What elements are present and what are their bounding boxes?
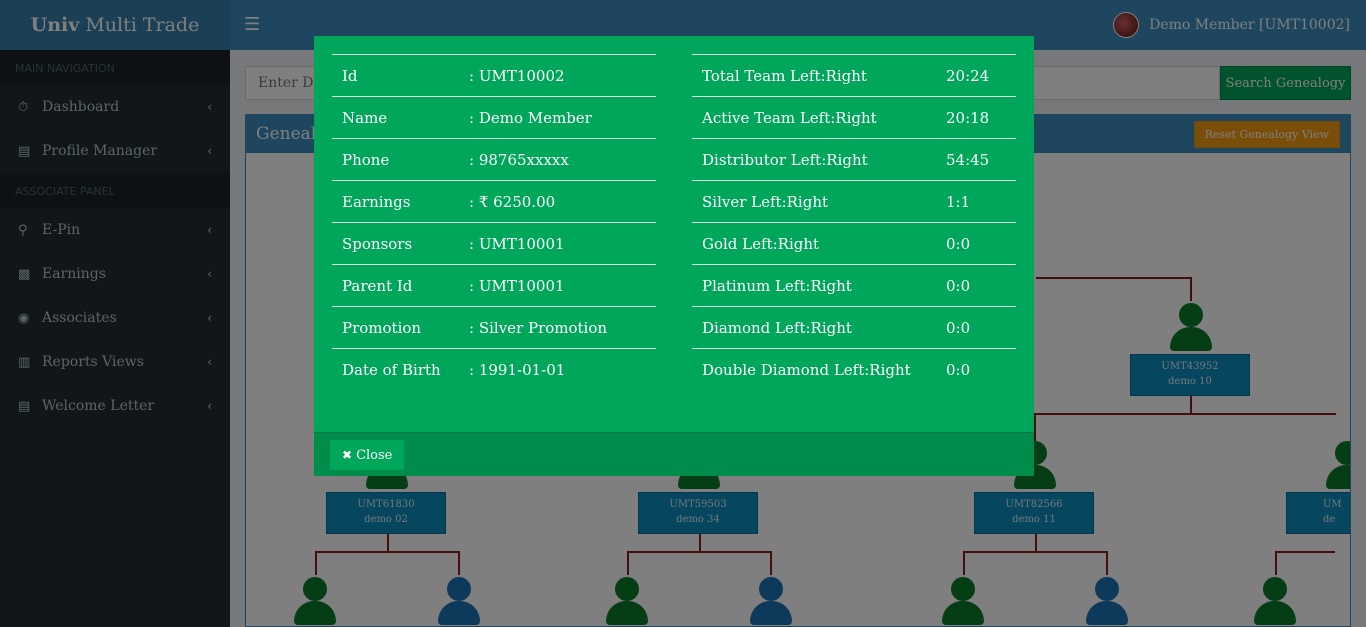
- stats-label: Distributor Left:Right: [702, 150, 868, 169]
- info-label: Phone: [342, 150, 390, 169]
- stats-label: Double Diamond Left:Right: [702, 360, 911, 379]
- info-value: : ₹ 6250.00: [469, 192, 556, 211]
- info-row: Sponsors : UMT10001: [332, 222, 656, 264]
- stats-label: Diamond Left:Right: [702, 318, 852, 337]
- info-row: Date of Birth : 1991-01-01: [332, 348, 656, 390]
- team-stats-column: Total Team Left:Right 20:24 Active Team L…: [692, 54, 1016, 390]
- stats-row: Double Diamond Left:Right 0:0: [692, 348, 1016, 390]
- close-button[interactable]: ✖ Close: [329, 439, 406, 471]
- stats-row: Active Team Left:Right 20:18: [692, 96, 1016, 138]
- stats-value: 54:45: [946, 150, 990, 169]
- info-value: : UMT10001: [469, 276, 565, 295]
- info-label: Promotion: [342, 318, 422, 337]
- info-row: Name : Demo Member: [332, 96, 656, 138]
- member-details-modal: Id : UMT10002 Name : Demo Member Phone : 98…: [314, 36, 1034, 476]
- stats-value: 1:1: [946, 192, 971, 211]
- stats-label: Platinum Left:Right: [702, 276, 852, 295]
- info-value: : UMT10001: [469, 234, 565, 253]
- stats-label: Total Team Left:Right: [702, 66, 867, 85]
- stats-value: 0:0: [946, 318, 971, 337]
- info-row: Promotion : Silver Promotion: [332, 306, 656, 348]
- close-icon: ✖: [342, 448, 353, 462]
- stats-row: Platinum Left:Right 0:0: [692, 264, 1016, 306]
- info-value: : UMT10002: [469, 66, 565, 85]
- stats-row: Gold Left:Right 0:0: [692, 222, 1016, 264]
- info-row: Phone : 98765xxxxx: [332, 138, 656, 180]
- stats-label: Active Team Left:Right: [702, 108, 877, 127]
- info-row: Id : UMT10002: [332, 54, 656, 96]
- member-info-column: Id : UMT10002 Name : Demo Member Phone : 98…: [332, 54, 656, 390]
- stats-value: 0:0: [946, 276, 971, 295]
- info-label: Sponsors: [342, 234, 413, 253]
- info-value: : Silver Promotion: [469, 318, 608, 337]
- stats-value: 20:18: [946, 108, 990, 127]
- info-label: Parent Id: [342, 276, 413, 295]
- stats-row: Silver Left:Right 1:1: [692, 180, 1016, 222]
- info-value: : 98765xxxxx: [469, 150, 569, 169]
- info-row: Earnings : ₹ 6250.00: [332, 180, 656, 222]
- info-label: Earnings: [342, 192, 411, 211]
- stats-row: Distributor Left:Right 54:45: [692, 138, 1016, 180]
- stats-row: Total Team Left:Right 20:24: [692, 54, 1016, 96]
- stats-value: 20:24: [946, 66, 990, 85]
- stats-value: 0:0: [946, 234, 971, 253]
- info-value: : 1991-01-01: [469, 360, 566, 379]
- stats-value: 0:0: [946, 360, 971, 379]
- info-value: : Demo Member: [469, 108, 592, 127]
- stats-label: Silver Left:Right: [702, 192, 829, 211]
- stats-row: Diamond Left:Right 0:0: [692, 306, 1016, 348]
- modal-footer: ✖ Close: [314, 432, 1034, 476]
- info-label: Date of Birth: [342, 360, 441, 379]
- info-label: Name: [342, 108, 388, 127]
- info-row: Parent Id : UMT10001: [332, 264, 656, 306]
- info-label: Id: [342, 66, 358, 85]
- stats-label: Gold Left:Right: [702, 234, 820, 253]
- close-label: Close: [356, 447, 393, 463]
